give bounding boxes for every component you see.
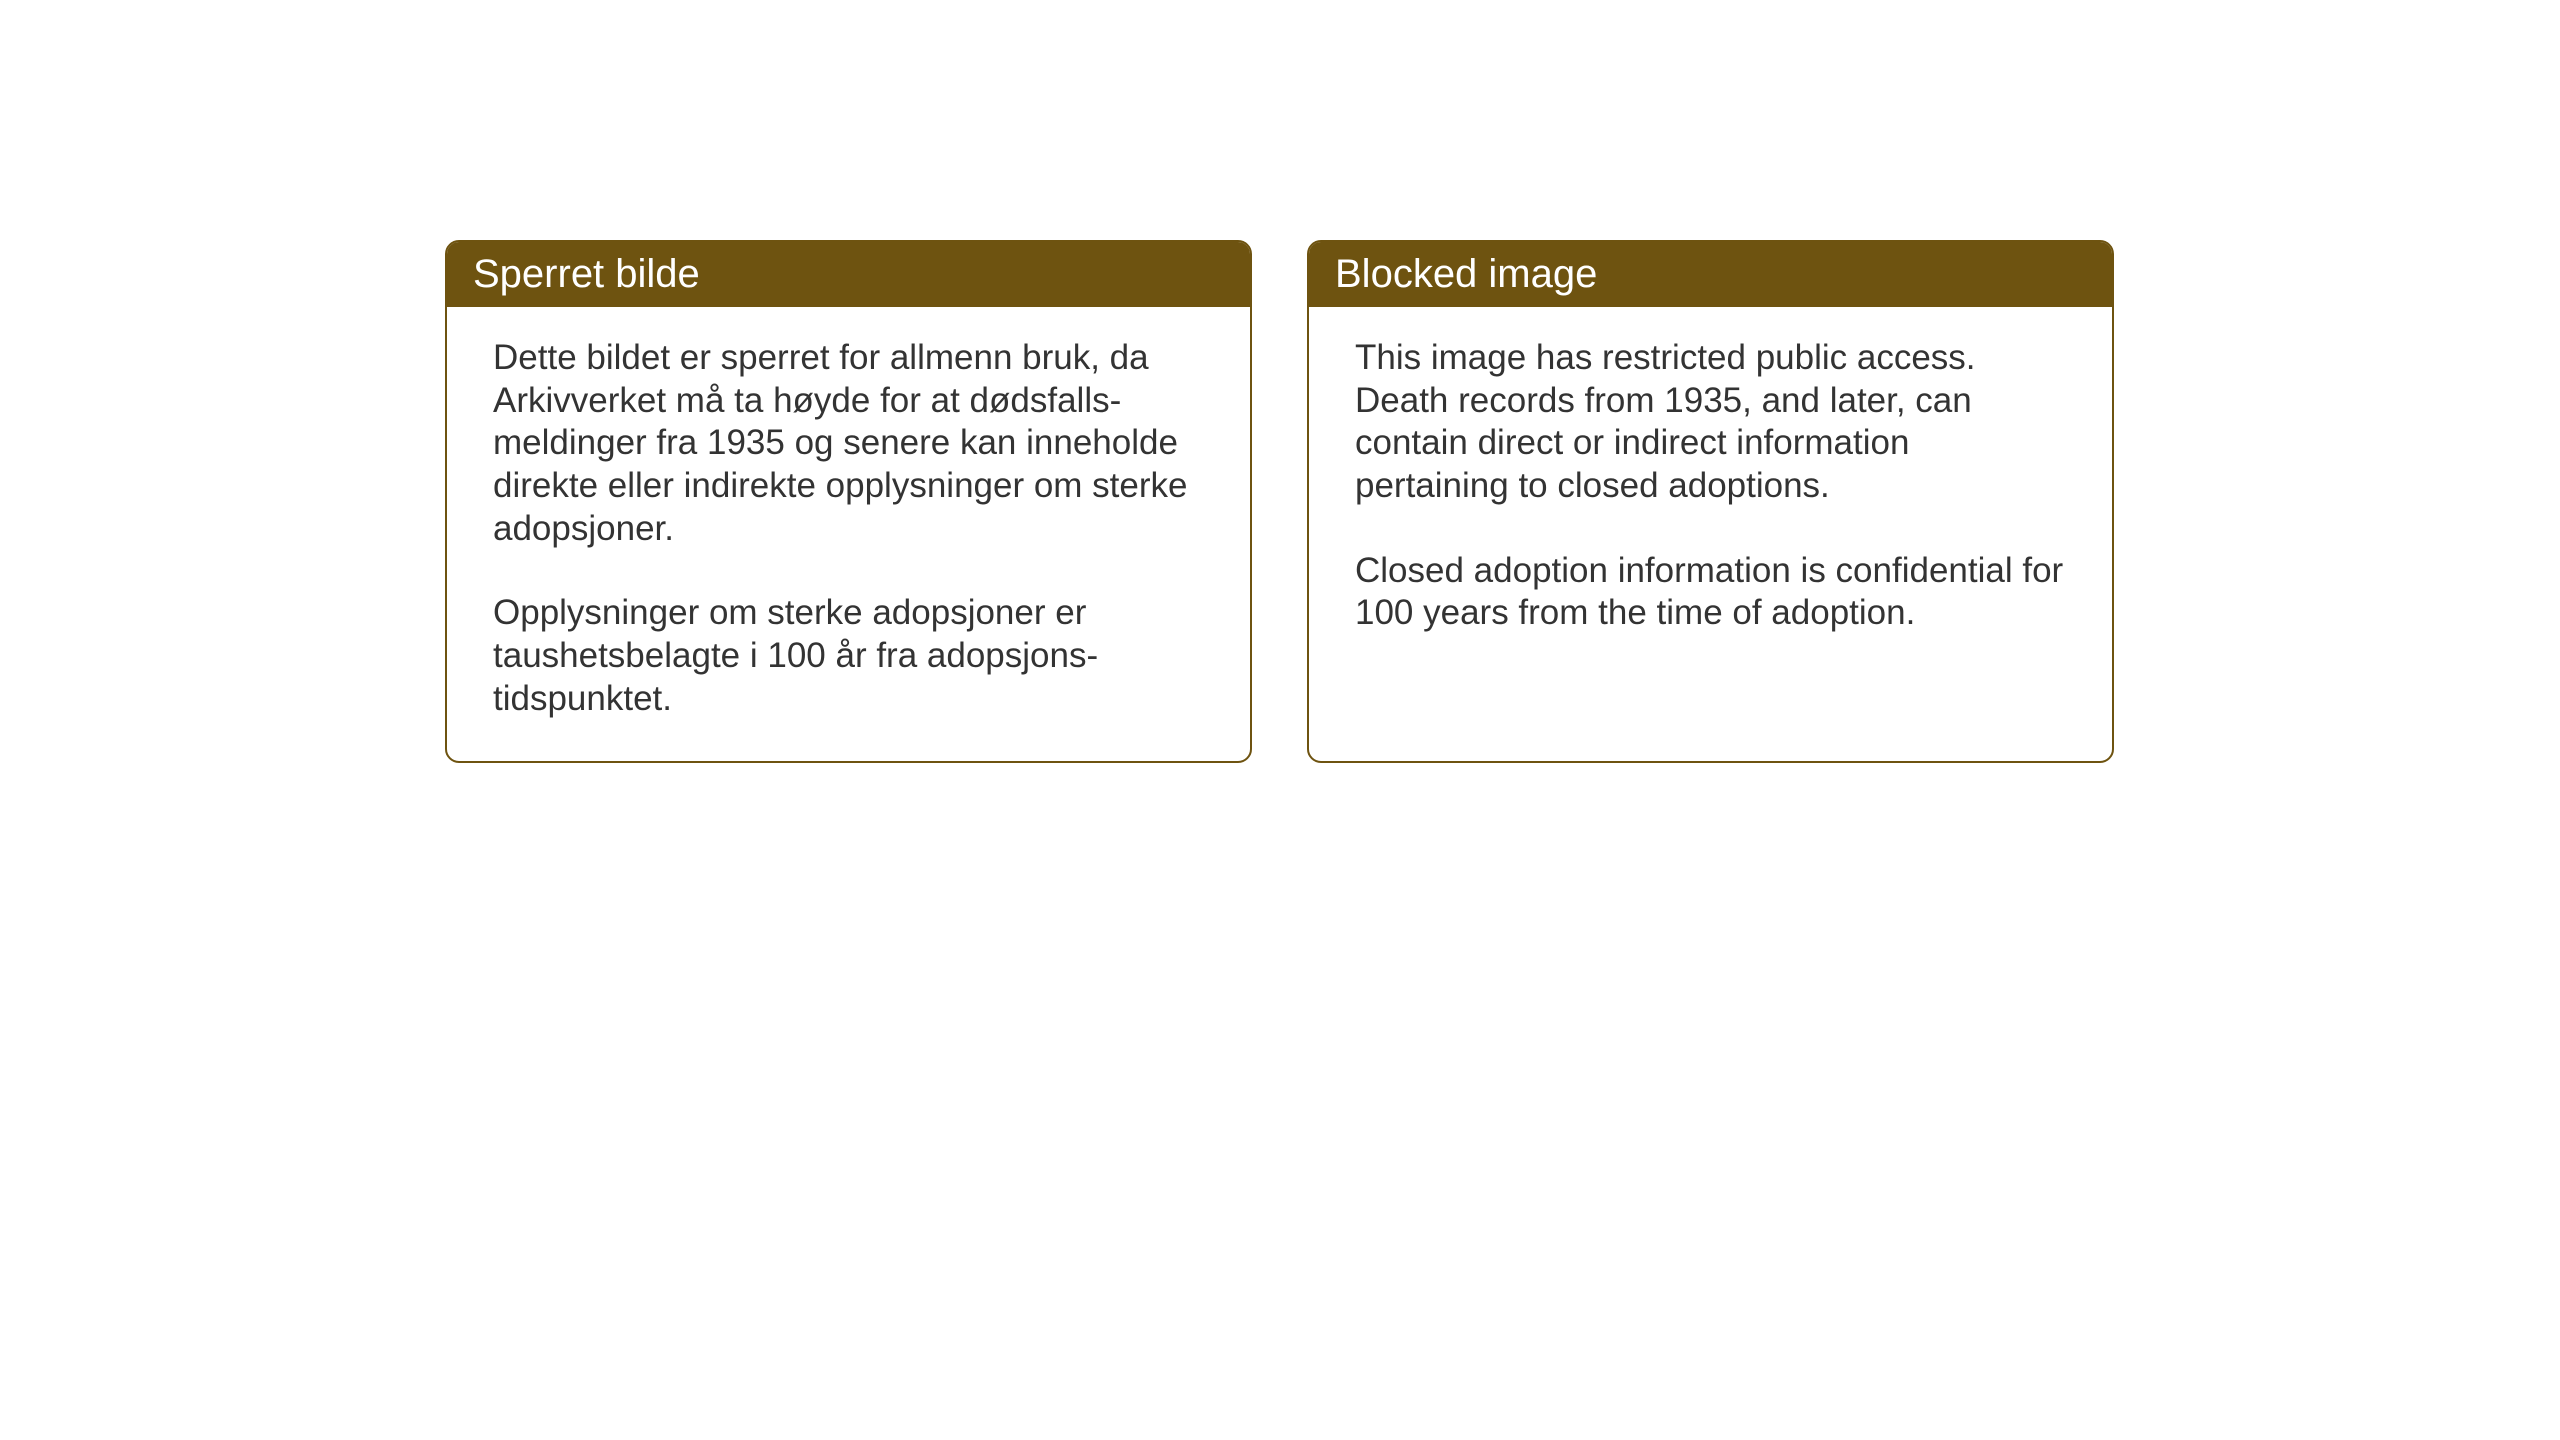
norwegian-card-header: Sperret bilde xyxy=(447,242,1250,307)
english-card-body: This image has restricted public access.… xyxy=(1309,307,2112,675)
english-card-header: Blocked image xyxy=(1309,242,2112,307)
norwegian-paragraph-1: Dette bildet er sperret for allmenn bruk… xyxy=(493,337,1204,550)
norwegian-card-body: Dette bildet er sperret for allmenn bruk… xyxy=(447,307,1250,761)
notice-cards-container: Sperret bilde Dette bildet er sperret fo… xyxy=(445,240,2114,763)
norwegian-card-title: Sperret bilde xyxy=(473,252,700,296)
english-paragraph-1: This image has restricted public access.… xyxy=(1355,337,2066,508)
norwegian-paragraph-2: Opplysninger om sterke adopsjoner er tau… xyxy=(493,592,1204,720)
english-notice-card: Blocked image This image has restricted … xyxy=(1307,240,2114,763)
english-paragraph-2: Closed adoption information is confident… xyxy=(1355,550,2066,635)
english-card-title: Blocked image xyxy=(1335,252,1597,296)
norwegian-notice-card: Sperret bilde Dette bildet er sperret fo… xyxy=(445,240,1252,763)
